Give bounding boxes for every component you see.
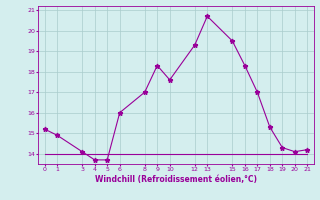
X-axis label: Windchill (Refroidissement éolien,°C): Windchill (Refroidissement éolien,°C) <box>95 175 257 184</box>
